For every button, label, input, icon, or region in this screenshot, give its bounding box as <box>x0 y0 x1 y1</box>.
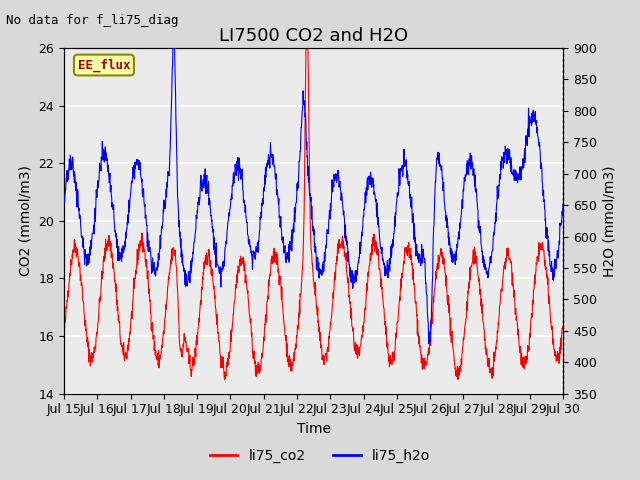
X-axis label: Time: Time <box>296 422 331 436</box>
Text: EE_flux: EE_flux <box>77 59 130 72</box>
Title: LI7500 CO2 and H2O: LI7500 CO2 and H2O <box>219 27 408 45</box>
Legend: li75_co2, li75_h2o: li75_co2, li75_h2o <box>204 443 436 468</box>
Y-axis label: CO2 (mmol/m3): CO2 (mmol/m3) <box>19 166 33 276</box>
Y-axis label: H2O (mmol/m3): H2O (mmol/m3) <box>602 165 616 276</box>
Text: No data for f_li75_diag: No data for f_li75_diag <box>6 14 179 27</box>
